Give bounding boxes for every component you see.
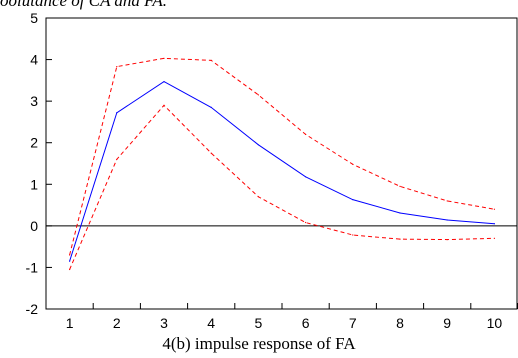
series-line-lower_band [69,104,495,270]
series-line-upper_band [69,57,495,256]
data-point-response [305,176,307,178]
x-axis: 1 2 3 4 5 6 7 8 9 10 [45,303,518,331]
data-point-lower_band [446,238,448,241]
data-point-lower_band [352,234,354,236]
x-tick-label: 6 [302,315,310,331]
data-point-response [163,81,165,83]
data-point-upper_band [493,208,495,210]
data-point-response [399,212,401,214]
data-point-upper_band [163,57,165,59]
data-point-response [352,199,354,201]
data-point-response [116,112,118,114]
data-point-upper_band [352,163,354,165]
data-point-lower_band [399,238,401,240]
data-point-lower_band [493,237,495,239]
data-point-lower_band [305,221,307,224]
y-tick-label: 2 [30,135,38,151]
y-tick-label: 0 [30,218,38,234]
y-tick-label: 4 [30,52,38,68]
data-point-response [493,223,495,225]
x-tick-label: 9 [443,315,451,331]
y-tick-label: 5 [30,10,38,26]
figure-caption-top: oolutance of CA and FA. [0,0,168,10]
series-group [69,57,495,271]
data-point-lower_band [210,152,212,154]
y-tick-label: 1 [30,176,38,192]
x-tick-label: 4 [207,315,215,331]
figure-caption-bottom: 4(b) impulse response of FA [162,334,356,353]
y-tick-label: 3 [30,93,38,109]
series-line-response [69,81,495,262]
x-tick-label: 1 [66,315,74,331]
data-point-upper_band [257,94,259,96]
x-tick-label: 5 [255,315,263,331]
x-tick-label: 2 [113,315,121,331]
data-point-response [257,144,259,146]
data-point-response [446,219,448,221]
data-point-lower_band [69,268,71,271]
data-point-upper_band [69,254,71,256]
x-tick-label: 7 [349,315,357,331]
y-tick-label: -2 [26,301,39,317]
data-point-upper_band [446,200,448,202]
x-tick-label: 3 [160,315,168,331]
data-point-upper_band [399,185,401,187]
data-point-upper_band [116,66,118,68]
data-point-response [69,260,71,262]
x-tick-label: 10 [487,315,503,331]
y-tick-label: -1 [26,259,39,275]
plot-frame [45,17,518,310]
y-axis: -2 -1 0 1 2 3 4 5 [26,10,52,317]
x-tick-label: 8 [396,315,404,331]
data-point-upper_band [305,133,307,135]
data-point-lower_band [257,196,259,198]
data-point-lower_band [163,104,165,106]
data-point-response [210,106,212,108]
data-point-upper_band [210,59,212,62]
data-point-lower_band [116,158,118,160]
